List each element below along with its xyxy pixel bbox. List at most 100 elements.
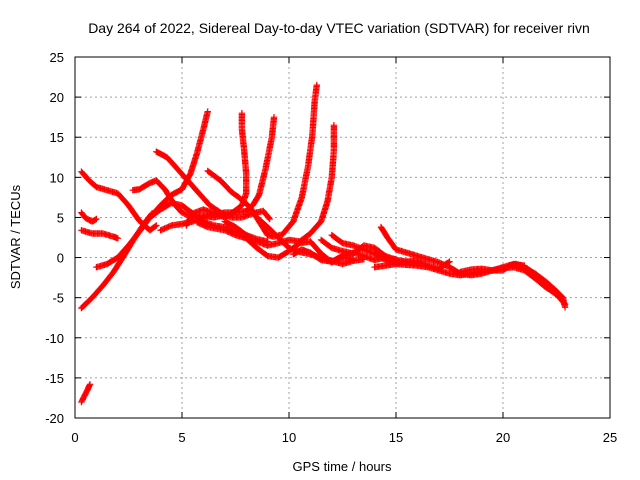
- data-point-plus: [125, 229, 142, 249]
- data-point-plus: [78, 209, 88, 221]
- data-point-plus: [174, 166, 191, 184]
- data-point-plus: [86, 178, 99, 190]
- data-point-plus: [377, 223, 390, 240]
- data-point-plus: [146, 207, 163, 221]
- data-point-plus: [185, 178, 202, 196]
- data-point-plus: [146, 223, 159, 234]
- data-point-plus: [384, 234, 399, 252]
- data-point-plus: [264, 223, 281, 240]
- x-tick-label: 20: [496, 430, 510, 445]
- data-point-plus: [371, 244, 388, 259]
- data-point-plus: [125, 202, 142, 223]
- data-point-plus: [217, 177, 234, 194]
- data-point-plus: [243, 235, 259, 251]
- data-point-plus: [324, 175, 335, 205]
- data-point-plus: [255, 167, 269, 199]
- data-point-plus: [270, 114, 278, 121]
- data-point-plus: [88, 216, 99, 225]
- data-point-plus: [531, 275, 548, 290]
- x-axis-ticks: 0 5 10 15 20 25: [71, 57, 617, 445]
- data-point-plus: [193, 127, 207, 157]
- data-point-plus: [553, 288, 566, 300]
- data-point-plus: [232, 223, 249, 238]
- data-point-plus: [371, 250, 388, 263]
- data-point-plus: [195, 190, 212, 208]
- data-point-plus: [561, 304, 569, 311]
- data-point-plus: [313, 81, 320, 89]
- data-point-plus: [499, 263, 512, 274]
- data-point-plus: [253, 214, 270, 230]
- plot-frame: [74, 56, 611, 419]
- gridlines: [75, 57, 610, 418]
- data-point-plus: [238, 127, 248, 153]
- data-point-plus: [275, 248, 291, 261]
- y-axis-ticks: -20 -15 -10 -5 0 5 10 15 20 25: [45, 50, 610, 426]
- data-point-plus: [78, 168, 93, 184]
- data-point-plus: [307, 238, 324, 256]
- data-point-plus: [521, 264, 538, 277]
- data-point-plus: [88, 283, 105, 301]
- data-point-plus: [221, 218, 238, 230]
- data-point-plus: [114, 243, 131, 261]
- series-track-f: [93, 108, 211, 271]
- data-point-plus: [238, 110, 246, 117]
- data-point-plus: [241, 147, 250, 177]
- data-point-plus: [290, 195, 305, 225]
- x-tick-label: 0: [71, 430, 78, 445]
- series-track-a: [78, 381, 94, 406]
- y-tick-label: -15: [45, 371, 64, 386]
- data-point-plus: [266, 215, 273, 223]
- data-point-plus: [187, 151, 200, 177]
- y-tick-label: 25: [50, 50, 64, 65]
- series-track-d: [78, 227, 121, 242]
- y-axis-label: SDTVAR / TECUs: [8, 184, 23, 289]
- data-point-plus: [204, 108, 211, 115]
- data-point-plus: [228, 203, 244, 217]
- data-point-plus: [305, 131, 316, 169]
- data-point-plus: [153, 222, 160, 229]
- series-track-u: [457, 260, 569, 311]
- y-tick-label: 0: [57, 251, 64, 266]
- data-point-plus: [238, 196, 253, 210]
- data-point-plus: [309, 99, 318, 137]
- x-tick-label: 5: [178, 430, 185, 445]
- data-point-plus: [328, 147, 337, 181]
- data-point-plus: [183, 211, 196, 229]
- data-point-plus: [317, 236, 334, 251]
- x-tick-label: 15: [389, 430, 403, 445]
- data-point-plus: [311, 83, 320, 105]
- data-point-plus: [78, 295, 95, 312]
- data-point-plus: [249, 192, 262, 209]
- y-tick-label: -5: [52, 291, 64, 306]
- y-tick-label: -10: [45, 331, 64, 346]
- y-tick-label: 5: [57, 210, 64, 225]
- x-tick-label: 25: [603, 430, 617, 445]
- x-tick-label: 10: [282, 430, 296, 445]
- y-tick-label: 15: [50, 130, 64, 145]
- data-point-plus: [228, 188, 244, 203]
- data-point-plus: [262, 135, 275, 173]
- data-point-plus: [86, 381, 94, 388]
- data-point-plus: [114, 190, 131, 208]
- data-point-plus: [163, 154, 180, 172]
- data-marks: [78, 81, 569, 406]
- data-point-plus: [330, 122, 338, 129]
- data-point-plus: [206, 202, 223, 215]
- data-point-plus: [93, 215, 100, 223]
- data-point-plus: [136, 215, 153, 236]
- data-point-plus: [110, 253, 127, 276]
- data-point-plus: [204, 167, 223, 183]
- data-point-plus: [81, 387, 91, 399]
- series-track-m: [221, 122, 338, 249]
- x-axis-label: GPS time / hours: [293, 459, 392, 474]
- y-tick-label: 20: [50, 90, 64, 105]
- data-point-plus: [307, 249, 324, 263]
- data-point-plus: [531, 270, 548, 284]
- data-point-plus: [114, 235, 121, 242]
- y-tick-label: 10: [50, 170, 64, 185]
- data-point-plus: [136, 180, 152, 193]
- series-track-l: [204, 81, 320, 240]
- data-point-plus: [99, 269, 116, 289]
- data-point-plus: [446, 258, 453, 265]
